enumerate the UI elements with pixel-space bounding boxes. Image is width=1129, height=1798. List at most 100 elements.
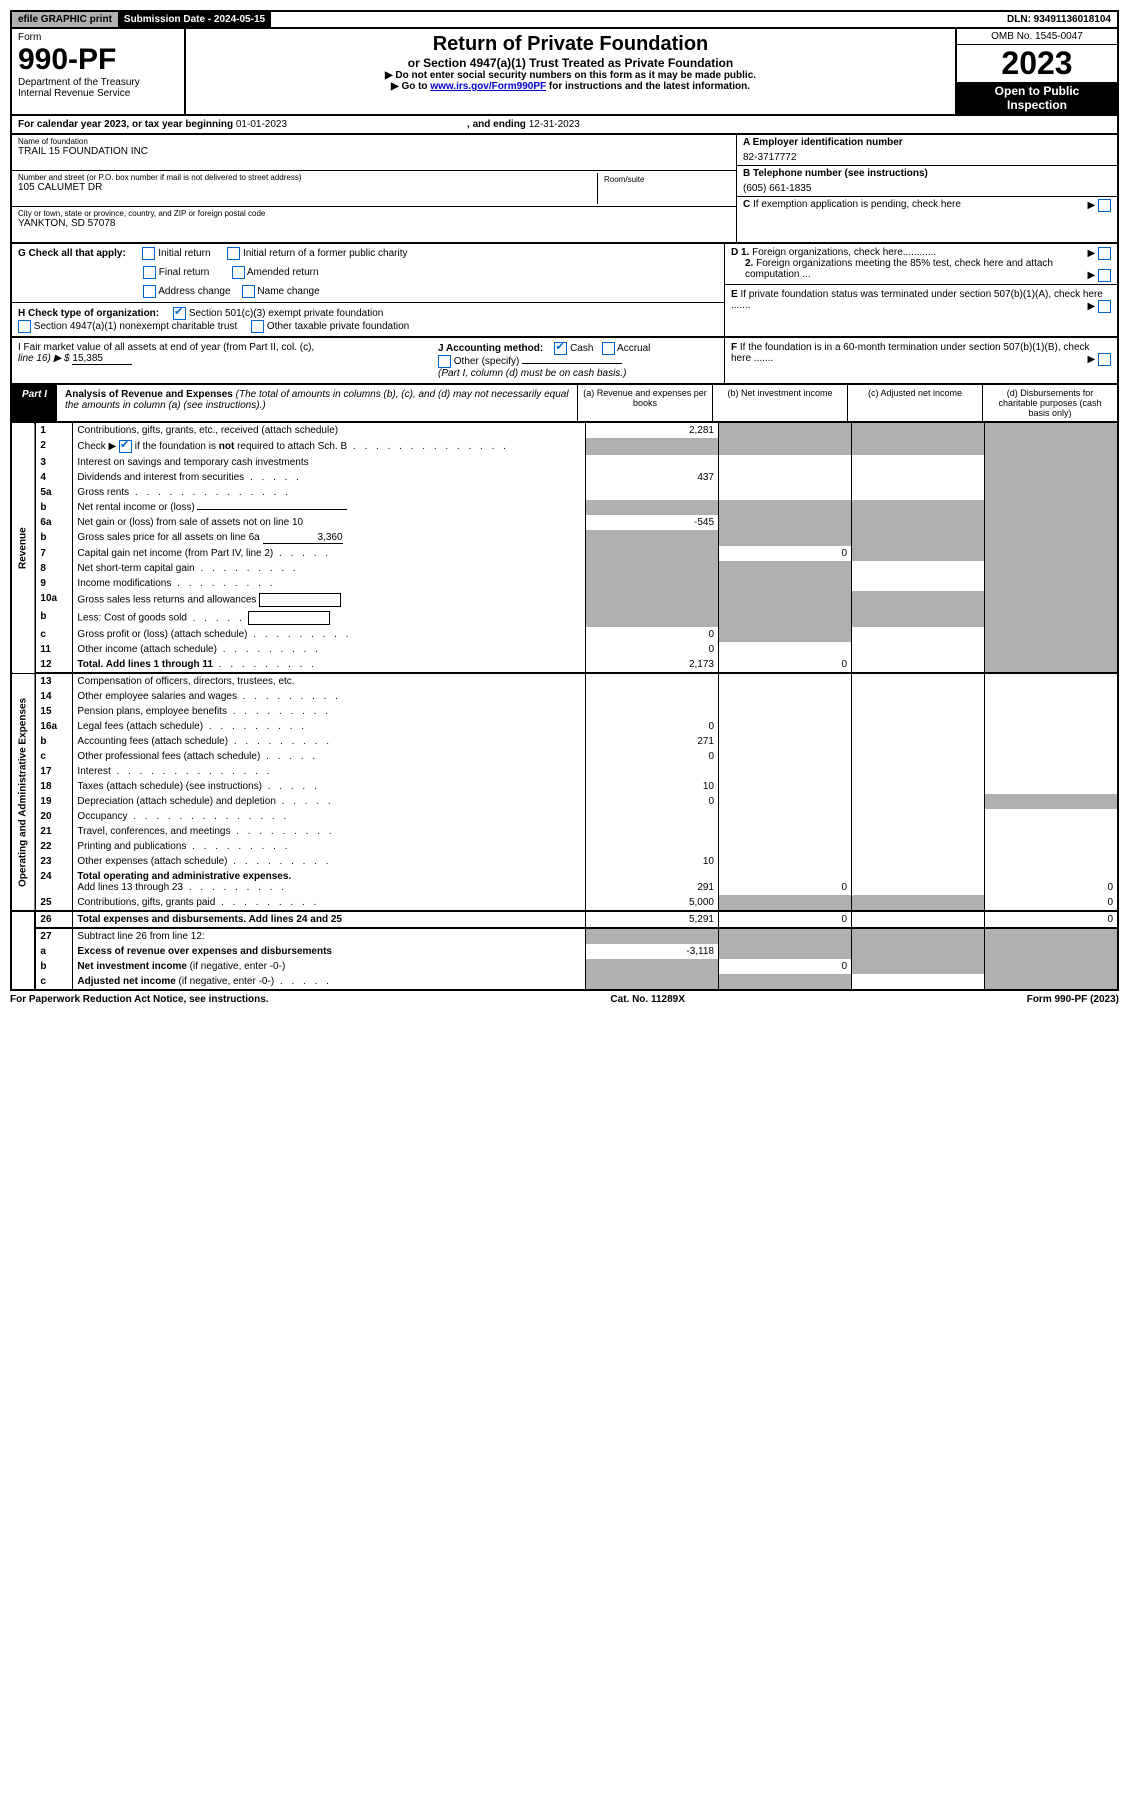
i-label: I Fair market value of all assets at end… (18, 342, 314, 353)
row-24: Total operating and administrative expen… (73, 869, 586, 895)
dln: DLN: 93491136018104 (1001, 12, 1117, 27)
row-12: Total. Add lines 1 through 11 (73, 657, 586, 673)
schb-checkbox[interactable] (119, 440, 132, 453)
r26-b: 0 (719, 911, 852, 928)
calendar-year: For calendar year 2023, or tax year begi… (10, 116, 1119, 135)
i-val: 15,385 (72, 353, 132, 365)
c-checkbox[interactable] (1098, 199, 1111, 212)
r23-a: 10 (586, 854, 719, 869)
row-13: Compensation of officers, directors, tru… (73, 673, 586, 689)
f-label: F If the foundation is in a 60-month ter… (731, 342, 1090, 364)
r7-b: 0 (719, 546, 852, 561)
h-opt1: Section 501(c)(3) exempt private foundat… (189, 308, 384, 319)
other-checkbox[interactable] (438, 355, 451, 368)
h-501c3-checkbox[interactable] (173, 307, 186, 320)
initial-former-checkbox[interactable] (227, 247, 240, 260)
r25-a: 5,000 (586, 895, 719, 911)
row-5a: Gross rents (73, 485, 586, 500)
row-27b: Net investment income (if negative, ente… (73, 959, 586, 974)
e-checkbox[interactable] (1098, 300, 1111, 313)
cal-pre: For calendar year 2023, or tax year begi… (18, 119, 287, 130)
r24-a: 291 (586, 869, 719, 895)
row-22: Printing and publications (73, 839, 586, 854)
row-26: Total expenses and disbursements. Add li… (73, 911, 586, 928)
a-label: A Employer identification number (743, 137, 903, 148)
initial-checkbox[interactable] (142, 247, 155, 260)
row-27a: Excess of revenue over expenses and disb… (73, 944, 586, 959)
cal-end: , and ending 12-31-2023 (467, 119, 580, 130)
r25-d: 0 (985, 895, 1119, 911)
h-other-checkbox[interactable] (251, 320, 264, 333)
part-1-header: Part I Analysis of Revenue and Expenses … (10, 385, 1119, 423)
g-initial-former: Initial return of a former public charit… (243, 248, 408, 259)
r6a-a: -545 (586, 515, 719, 530)
f-checkbox[interactable] (1098, 353, 1111, 366)
row-10b: Less: Cost of goods sold (73, 609, 586, 627)
row-27: Subtract line 26 from line 12: (73, 928, 586, 944)
r16c-a: 0 (586, 749, 719, 764)
d1-checkbox[interactable] (1098, 247, 1111, 260)
row-6b: Gross sales price for all assets on line… (73, 530, 586, 546)
h-4947-checkbox[interactable] (18, 320, 31, 333)
i-section: I Fair market value of all assets at end… (12, 338, 432, 383)
part-1-desc: Analysis of Revenue and Expenses (The to… (57, 385, 577, 421)
form-link[interactable]: www.irs.gov/Form990PF (430, 81, 546, 92)
row-8: Net short-term capital gain (73, 561, 586, 576)
r27a-a: -3,118 (586, 944, 719, 959)
r19-a: 0 (586, 794, 719, 809)
row-6a: Net gain or (loss) from sale of assets n… (73, 515, 586, 530)
j-accrual: Accrual (617, 343, 650, 354)
g-address: Address change (158, 286, 230, 297)
amended-checkbox[interactable] (232, 266, 245, 279)
bullet-2-pre: ▶ Go to (391, 81, 430, 92)
part-1-title: Analysis of Revenue and Expenses (65, 389, 233, 400)
city: YANKTON, SD 57078 (18, 218, 730, 229)
info-right: A Employer identification number 82-3717… (736, 135, 1117, 242)
footer-right: Form 990-PF (2023) (1027, 994, 1119, 1005)
r1-a: 2,281 (586, 423, 719, 438)
row-17: Interest (73, 764, 586, 779)
j-cash: Cash (570, 343, 593, 354)
accrual-checkbox[interactable] (602, 342, 615, 355)
g-initial: Initial return (158, 248, 210, 259)
row-16b: Accounting fees (attach schedule) (73, 734, 586, 749)
g-name: Name change (257, 286, 319, 297)
r11-a: 0 (586, 642, 719, 657)
efile-label: efile GRAPHIC print (12, 12, 118, 27)
cash-checkbox[interactable] (554, 342, 567, 355)
part-1-table: Revenue 1 Contributions, gifts, grants, … (10, 423, 1119, 991)
d1: D 1. Foreign organizations, check here..… (731, 247, 936, 258)
phone: (605) 661-1835 (743, 179, 1111, 194)
row-15: Pension plans, employee benefits (73, 704, 586, 719)
name-checkbox[interactable] (242, 285, 255, 298)
row-14: Other employee salaries and wages (73, 689, 586, 704)
r16b-a: 271 (586, 734, 719, 749)
g-section: G Check all that apply: Initial return I… (12, 244, 724, 336)
r12-b: 0 (719, 657, 852, 673)
room-label: Room/suite (604, 175, 724, 184)
f-section: F If the foundation is in a 60-month ter… (724, 338, 1117, 383)
header-left: Form 990-PF Department of the Treasury I… (12, 29, 186, 114)
j-other: Other (specify) (454, 356, 520, 367)
g-label: G Check all that apply: (18, 248, 126, 259)
row-1: Contributions, gifts, grants, etc., rece… (73, 423, 586, 438)
row-7: Capital gain net income (from Part IV, l… (73, 546, 586, 561)
form-subtitle: or Section 4947(a)(1) Trust Treated as P… (196, 56, 945, 70)
e-label: E If private foundation status was termi… (731, 289, 1103, 311)
col-d-head: (d) Disbursements for charitable purpose… (982, 385, 1117, 421)
row-2: Check ▶ if the foundation is not require… (73, 438, 586, 455)
expenses-side: Operating and Administrative Expenses (11, 673, 35, 911)
final-checkbox[interactable] (143, 266, 156, 279)
d2-checkbox[interactable] (1098, 269, 1111, 282)
foundation-name: TRAIL 15 FOUNDATION INC (18, 146, 730, 157)
bullet-1: ▶ Do not enter social security numbers o… (196, 70, 945, 81)
row-16c: Other professional fees (attach schedule… (73, 749, 586, 764)
omb: OMB No. 1545-0047 (957, 29, 1117, 45)
h-opt2: Section 4947(a)(1) nonexempt charitable … (34, 321, 237, 332)
address: 105 CALUMET DR (18, 182, 597, 193)
address-checkbox[interactable] (143, 285, 156, 298)
form-number: 990-PF (18, 43, 178, 77)
r4-a: 437 (586, 470, 719, 485)
row-11: Other income (attach schedule) (73, 642, 586, 657)
r10c-a: 0 (586, 627, 719, 642)
